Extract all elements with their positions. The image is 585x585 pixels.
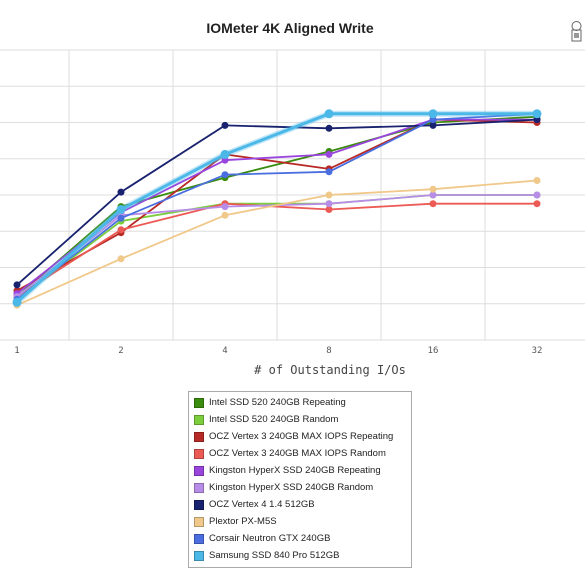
legend-label: Kingston HyperX SSD 240GB Repeating — [209, 465, 381, 476]
legend-item: Intel SSD 520 240GB Repeating — [189, 394, 411, 411]
x-axis-ticks: 1 2 4 8 16 32 — [14, 346, 542, 356]
legend-item: Corsair Neutron GTX 240GB — [189, 530, 411, 547]
series-line — [16, 202, 537, 298]
legend-swatch — [194, 516, 204, 527]
data-point — [325, 124, 333, 132]
data-point — [533, 177, 541, 184]
legend-label: OCZ Vertex 3 240GB MAX IOPS Repeating — [209, 431, 394, 442]
legend-label: Samsung SSD 840 Pro 512GB — [209, 550, 340, 561]
x-axis-label: # of Outstanding I/Os — [254, 363, 406, 377]
data-point — [325, 168, 333, 176]
legend-item: Kingston HyperX SSD 240GB Repeating — [189, 462, 411, 479]
legend-label: Kingston HyperX SSD 240GB Random — [209, 482, 374, 493]
x-tick-label: 8 — [326, 346, 331, 356]
legend-label: OCZ Vertex 3 240GB MAX IOPS Random — [209, 448, 386, 459]
x-tick-label: 1 — [14, 346, 19, 356]
x-tick-label: 2 — [118, 346, 123, 356]
series-lines — [12, 109, 542, 309]
data-point — [429, 185, 437, 193]
legend-label: Intel SSD 520 240GB Random — [209, 414, 339, 425]
legend: Intel SSD 520 240GB Repeating Intel SSD 5… — [188, 391, 412, 568]
legend-item: Plextor PX-M5S — [189, 513, 411, 530]
x-tick-label: 32 — [532, 346, 543, 356]
legend-item: OCZ Vertex 4 1.4 512GB — [189, 496, 411, 513]
x-tick-label: 4 — [222, 346, 227, 356]
legend-item: Samsung SSD 840 Pro 512GB — [189, 547, 411, 564]
legend-label: OCZ Vertex 4 1.4 512GB — [209, 499, 315, 510]
legend-item: OCZ Vertex 3 240GB MAX IOPS Random — [189, 445, 411, 462]
legend-swatch — [194, 414, 204, 425]
legend-swatch — [194, 499, 204, 510]
series-line — [16, 115, 538, 298]
data-point — [429, 121, 437, 129]
x-tick-label: 16 — [428, 346, 439, 356]
legend-swatch — [194, 465, 204, 476]
legend-swatch — [194, 397, 204, 408]
data-point — [117, 214, 125, 222]
data-point — [325, 150, 333, 158]
data-point — [325, 191, 333, 199]
data-point — [117, 188, 125, 196]
data-point — [532, 109, 542, 119]
data-point — [428, 109, 438, 119]
legend-item: OCZ Vertex 3 240GB MAX IOPS Repeating — [189, 428, 411, 445]
legend-swatch — [194, 550, 204, 561]
data-point — [325, 200, 333, 208]
data-point — [325, 206, 333, 213]
series-7 — [13, 177, 541, 309]
series-9 — [12, 109, 542, 307]
series-line — [16, 112, 537, 304]
data-point — [117, 255, 125, 263]
data-point — [429, 191, 437, 199]
legend-swatch — [194, 482, 204, 493]
data-point — [117, 226, 125, 234]
chart-title: IOMeter 4K Aligned Write — [206, 20, 373, 36]
legend-swatch — [194, 448, 204, 459]
series-line — [16, 118, 538, 286]
logo-icon — [568, 20, 585, 42]
legend-label: Intel SSD 520 240GB Repeating — [209, 397, 346, 408]
data-point — [221, 203, 229, 211]
series-line — [16, 179, 538, 307]
data-point — [221, 211, 229, 219]
data-point — [221, 121, 229, 129]
legend-label: Corsair Neutron GTX 240GB — [209, 533, 331, 544]
data-point — [429, 200, 437, 208]
series-line — [16, 112, 538, 301]
legend-label: Plextor PX-M5S — [209, 516, 277, 527]
legend-item: Kingston HyperX SSD 240GB Random — [189, 479, 411, 496]
data-point — [533, 191, 541, 199]
data-point — [220, 149, 230, 159]
data-point — [221, 171, 229, 179]
data-point — [116, 205, 126, 214]
data-point — [13, 281, 21, 289]
data-point — [533, 200, 541, 208]
data-point — [12, 297, 22, 307]
legend-item: Intel SSD 520 240GB Random — [189, 411, 411, 428]
legend-swatch — [194, 431, 204, 442]
legend-swatch — [194, 533, 204, 544]
data-point — [324, 109, 334, 119]
